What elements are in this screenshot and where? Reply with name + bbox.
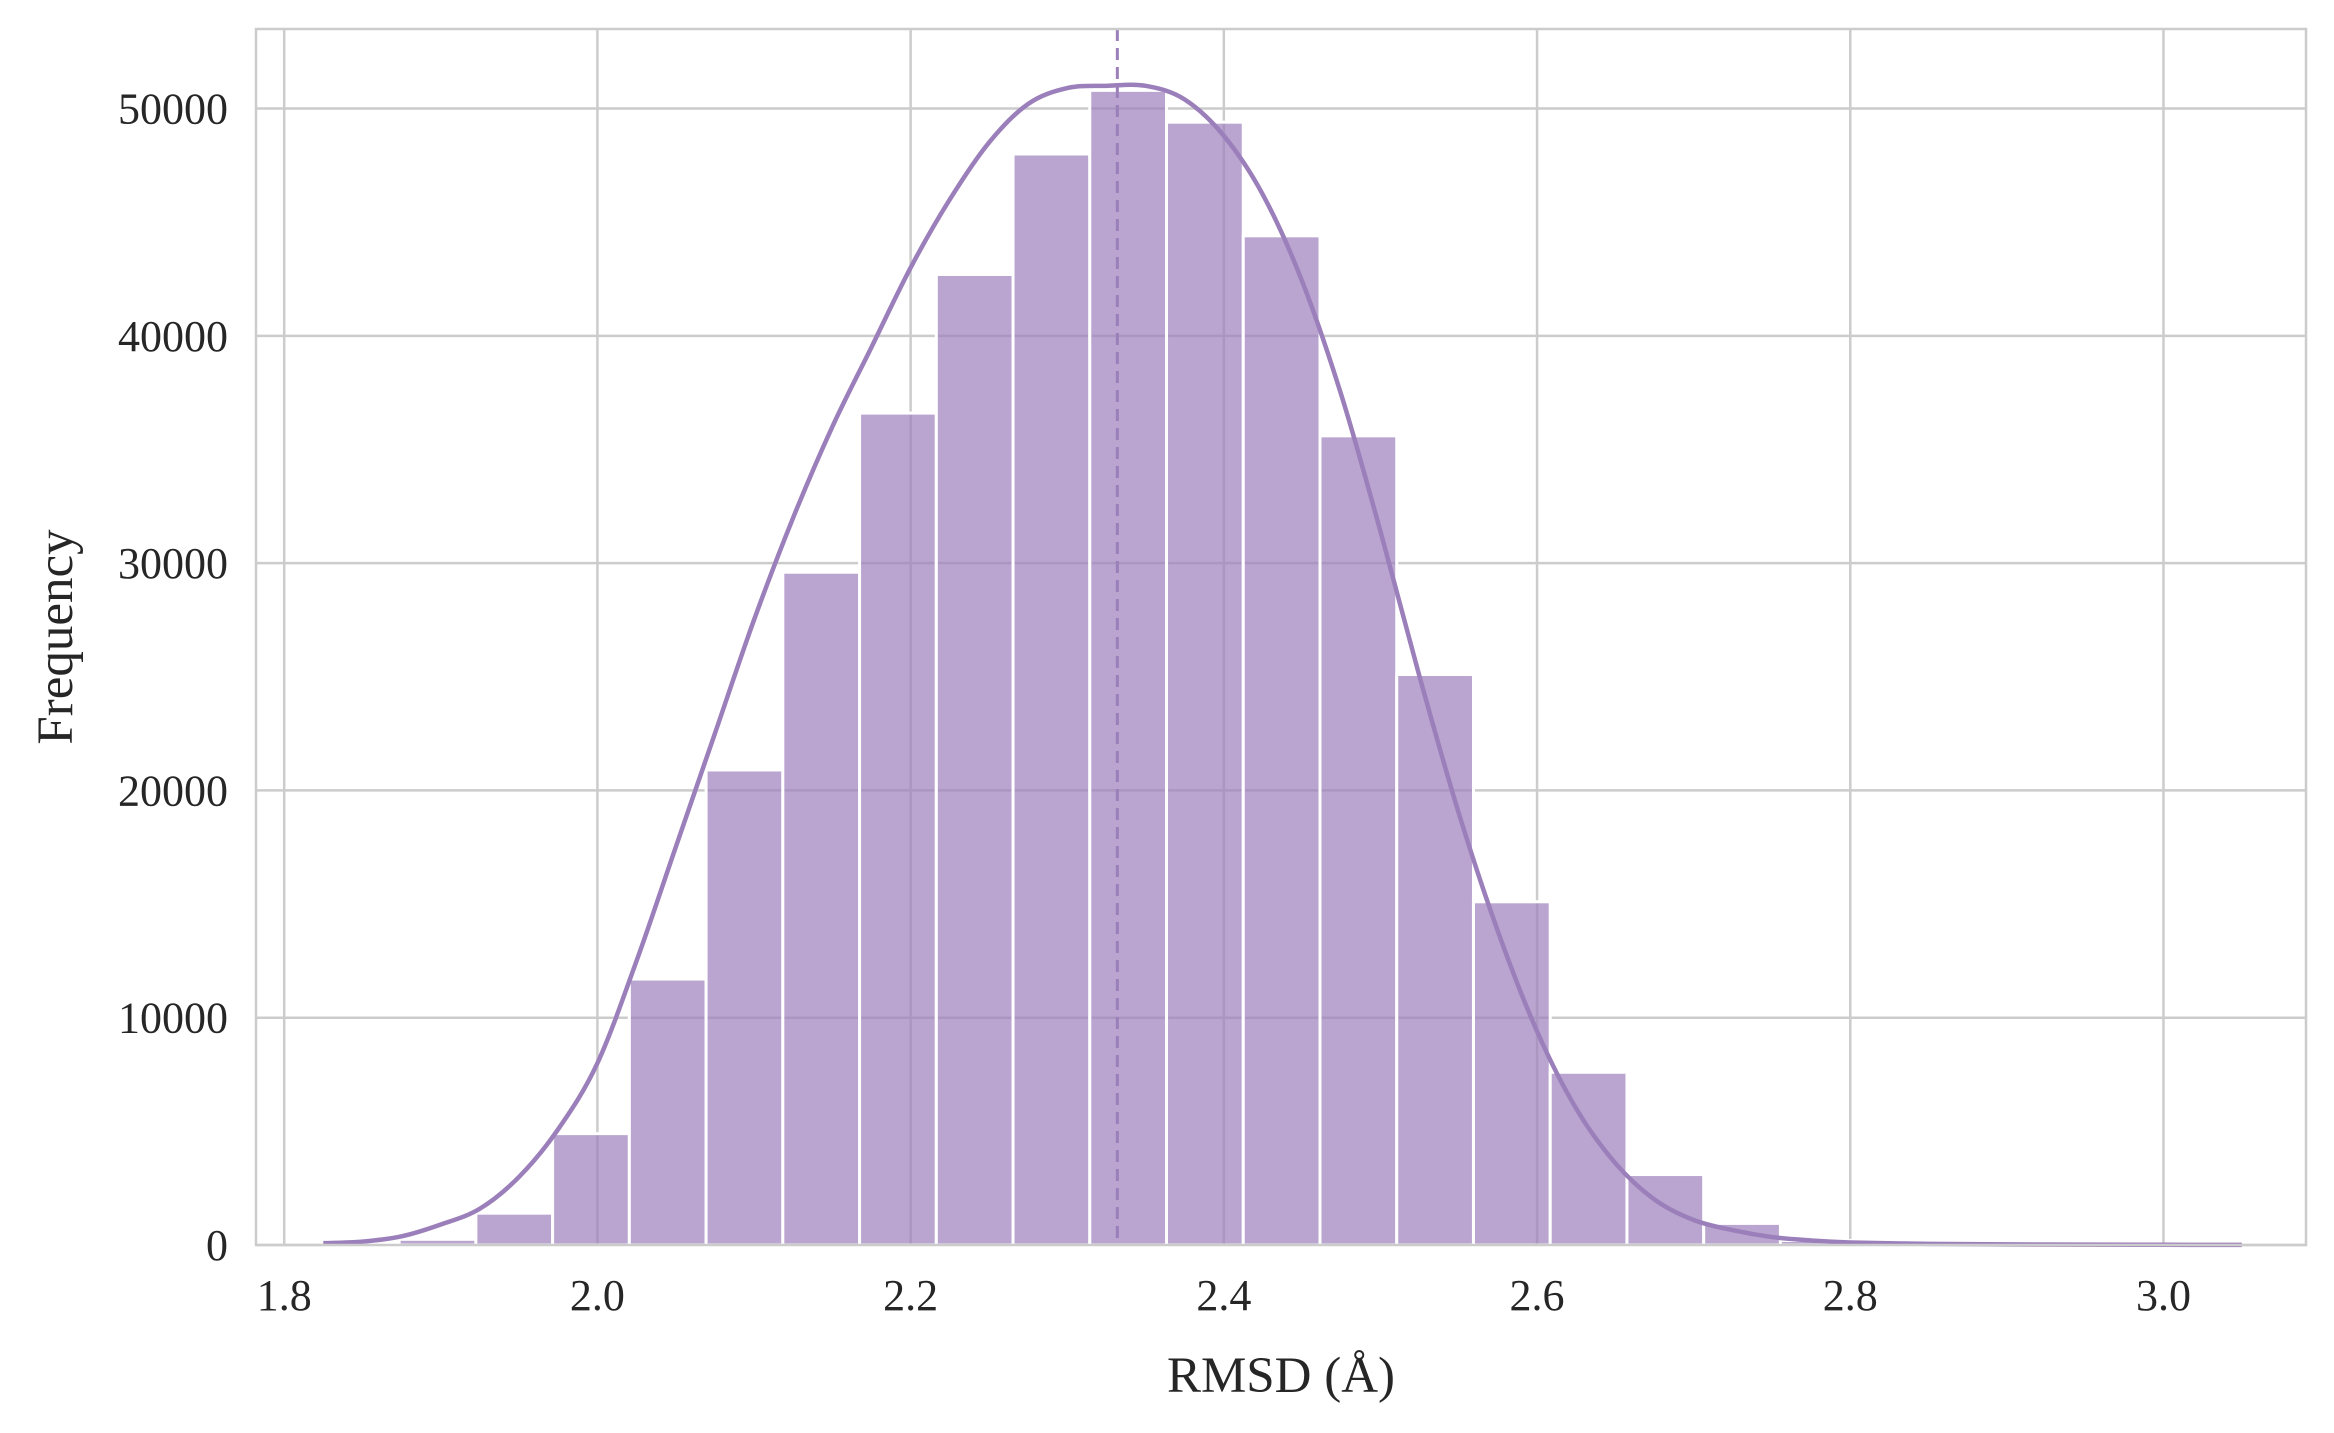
plot-frame: [254, 27, 2308, 1247]
histogram-bars: [320, 88, 2243, 1247]
histogram-bar: [1165, 120, 1245, 1247]
y-tick-label: 30000: [118, 539, 228, 588]
y-tick-label: 20000: [118, 766, 228, 815]
x-tick-label: 2.2: [883, 1271, 938, 1320]
y-axis-label: Frequency: [28, 529, 84, 745]
x-tick-label: 2.4: [1196, 1271, 1251, 1320]
kde-curve-group: [323, 82, 2242, 1248]
y-tick-label: 40000: [118, 312, 228, 361]
histogram-bar: [551, 1132, 631, 1247]
histogram-bar: [1548, 1070, 1629, 1247]
histogram-bar: [858, 411, 938, 1247]
y-tick-label: 0: [206, 1221, 228, 1270]
x-tick-label: 2.0: [570, 1271, 625, 1320]
histogram-bar: [934, 272, 1015, 1247]
y-tick-label: 50000: [118, 85, 228, 134]
histogram-bar: [474, 1211, 555, 1247]
histogram-bar: [1318, 434, 1399, 1247]
x-tick-label: 1.8: [257, 1271, 312, 1320]
y-tick-labels: 0 10000 20000 30000 40000 50000: [118, 85, 228, 1270]
histogram-bar: [1088, 88, 1169, 1247]
histogram-bar: [781, 570, 862, 1247]
histogram-bar: [627, 977, 708, 1247]
kde-curve: [323, 82, 2242, 1248]
histogram-bar: [704, 768, 785, 1247]
x-tick-label: 2.8: [1823, 1271, 1878, 1320]
x-axis-label: RMSD (Å): [1167, 1348, 1395, 1404]
x-tick-labels: 1.8 2.0 2.2 2.4 2.6 2.8 3.0: [257, 1271, 2191, 1320]
histogram-bar: [1011, 152, 1092, 1247]
y-tick-label: 10000: [118, 994, 228, 1043]
x-tick-label: 2.6: [1510, 1271, 1565, 1320]
x-tick-label: 3.0: [2136, 1271, 2191, 1320]
histogram-bar: [1241, 234, 1322, 1247]
histogram-bar: [1395, 673, 1475, 1247]
histogram-bar: [1471, 900, 1552, 1247]
